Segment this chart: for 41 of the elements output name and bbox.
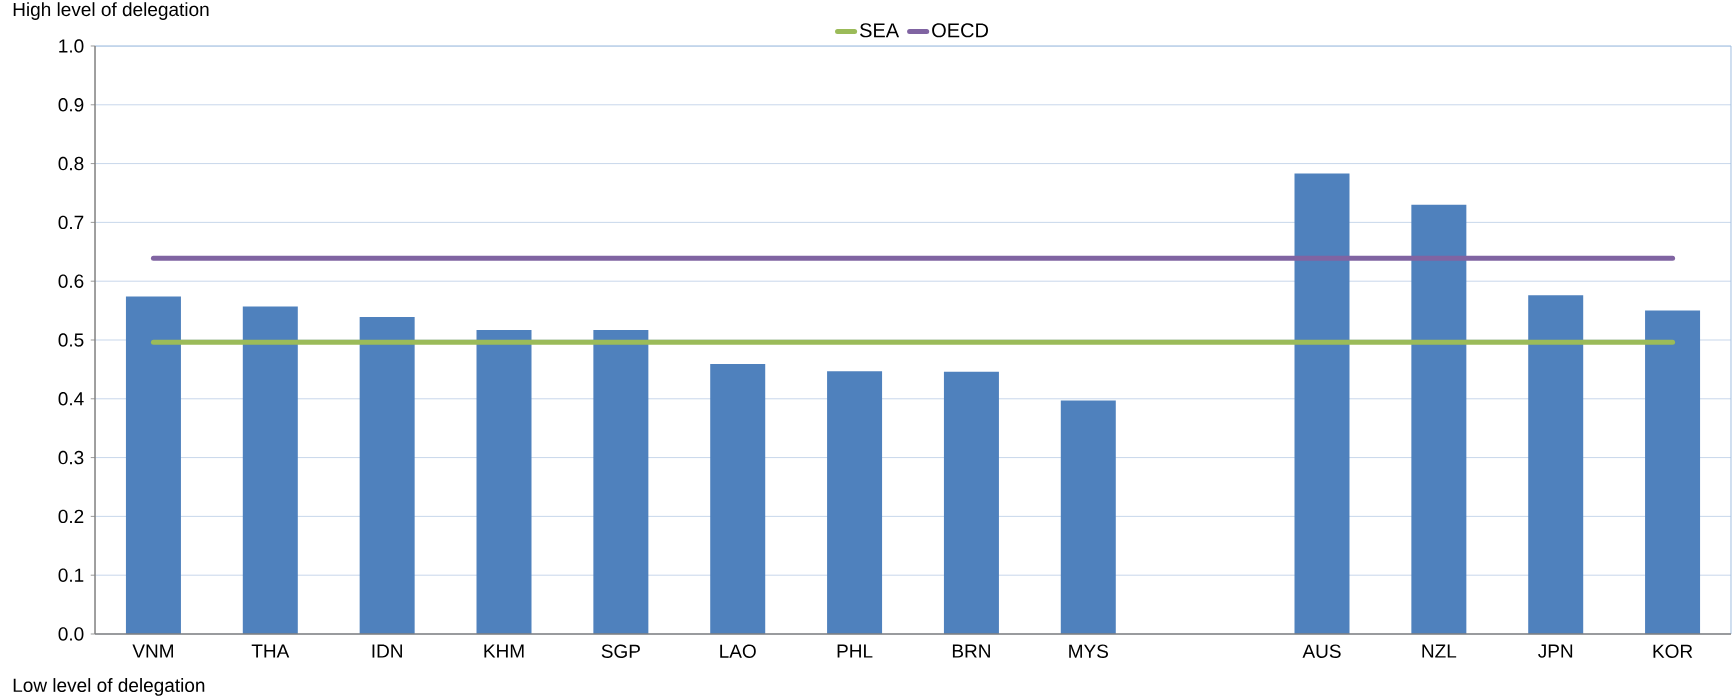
- legend-label: OECD: [932, 23, 989, 38]
- y-tick-label: 0.0: [58, 627, 84, 641]
- x-tick-label: PHL: [837, 644, 873, 658]
- y-tick-label: 0.1: [58, 568, 84, 582]
- bar: [476, 329, 532, 634]
- x-tick-label: THA: [251, 644, 290, 658]
- bar: [1528, 295, 1584, 634]
- y-tick-label: 0.7: [58, 215, 84, 230]
- bar: [1645, 310, 1701, 634]
- bar: [242, 306, 298, 634]
- bar: [125, 296, 181, 634]
- text: High level of delegation: [13, 2, 209, 20]
- y-tick-label: 1.0: [59, 39, 84, 53]
- x-tick-label: MYS: [1069, 644, 1108, 658]
- x-tick-label: VNM: [132, 644, 173, 658]
- x-tick-label: KOR: [1653, 644, 1693, 658]
- text: Low level of delegation: [13, 678, 205, 696]
- x-tick-label: KHM: [484, 644, 524, 658]
- x-tick-label: IDN: [372, 644, 402, 658]
- x-tick-label: LAO: [720, 644, 756, 658]
- bar: [359, 317, 415, 634]
- bar: [827, 371, 883, 634]
- bar: [1060, 400, 1116, 634]
- bar: [943, 371, 999, 634]
- y-tick-label: 0.2: [58, 509, 84, 524]
- y-tick-label: 0.8: [58, 156, 84, 171]
- bar: [1294, 173, 1350, 634]
- y-tick-label: 0.5: [58, 333, 84, 347]
- y-tick-label: 0.9: [58, 98, 84, 112]
- x-tick-label: JPN: [1538, 644, 1573, 658]
- bar: [1411, 204, 1467, 634]
- y-tick-label: 0.4: [58, 392, 84, 406]
- x-tick-label: NZL: [1422, 644, 1457, 658]
- bar: [593, 329, 649, 634]
- x-tick-label: SGP: [601, 644, 640, 658]
- legend-label: SEA: [860, 23, 900, 38]
- bar: [710, 364, 766, 634]
- y-tick-label: 0.6: [58, 274, 84, 288]
- y-tick-label: 0.3: [58, 450, 84, 465]
- x-tick-label: AUS: [1302, 644, 1341, 658]
- x-tick-label: BRN: [952, 644, 990, 658]
